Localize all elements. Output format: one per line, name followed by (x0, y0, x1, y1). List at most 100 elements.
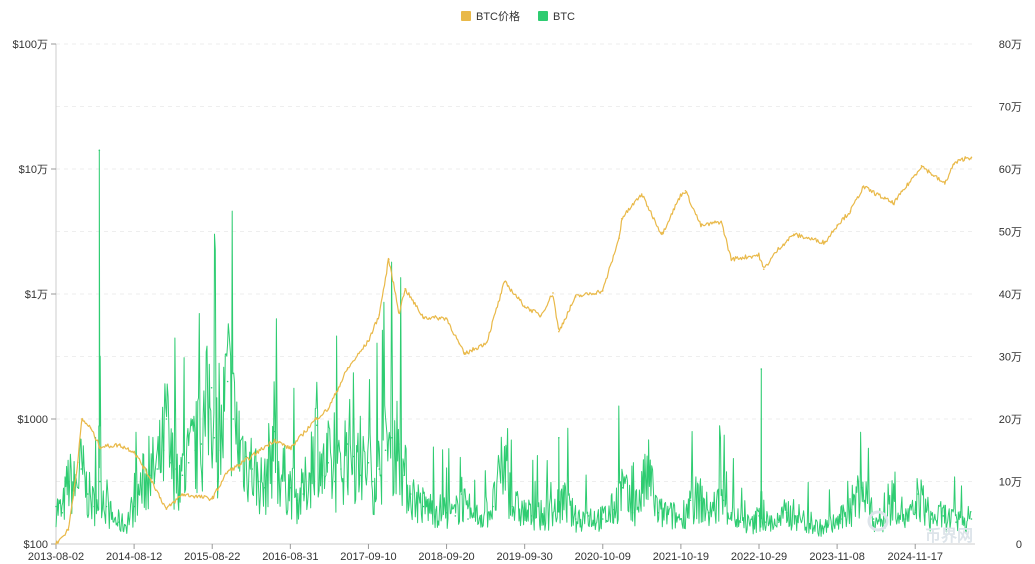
btc-volume-point (352, 455, 355, 458)
btc-volume-point (295, 499, 298, 502)
btc-volume-point (61, 511, 64, 514)
btc-price-point (762, 268, 765, 270)
legend-swatch (538, 11, 548, 21)
btc-volume-point (917, 493, 919, 495)
btc-volume-point (384, 449, 387, 452)
btc-price-point (849, 210, 852, 212)
btc-price-point (485, 341, 488, 344)
btc-volume-point (758, 515, 760, 517)
btc-volume-point (194, 449, 196, 452)
btc-volume-point (785, 511, 788, 514)
btc-volume-point (445, 511, 448, 514)
btc-volume-point (264, 486, 266, 489)
x-tick-label: 2024-11-17 (887, 551, 942, 563)
btc-price-point (824, 241, 826, 244)
btc-volume-point (849, 508, 852, 511)
legend-item-1[interactable]: BTC (538, 11, 575, 23)
btc-volume-point (213, 436, 216, 439)
x-tick-label: 2018-09-20 (418, 551, 474, 563)
btc-volume-point (955, 521, 957, 523)
btc-volume-point (511, 505, 513, 508)
btc-volume-point (613, 508, 615, 511)
btc-price-point (367, 340, 370, 342)
y-right-tick-label: 0 (1016, 539, 1022, 551)
btc-price-point (720, 220, 723, 223)
btc-volume-point (872, 518, 875, 520)
btc-volume-point (809, 524, 811, 527)
btc-volume-point (105, 505, 108, 508)
btc-volume-point (162, 449, 165, 452)
x-tick-label: 2016-08-31 (262, 551, 318, 563)
btc-price-point (618, 237, 621, 239)
btc-volume-point (98, 149, 101, 152)
btc-price-point (327, 408, 330, 410)
btc-volume-point (55, 505, 57, 508)
btc-volume-point (904, 518, 907, 520)
btc-volume-point (378, 468, 381, 470)
btc-price-point (964, 157, 966, 160)
btc-price-point (792, 233, 795, 236)
btc-volume-point (169, 461, 171, 464)
btc-volume-point (333, 480, 336, 483)
btc-price-point (620, 217, 623, 220)
btc-price-point (273, 439, 276, 441)
btc-volume-point (133, 505, 135, 508)
btc-price-point (346, 368, 349, 371)
btc-price-point (914, 173, 917, 176)
btc-price-point (81, 418, 83, 420)
btc-volume-point (80, 468, 83, 470)
btc-volume-point (970, 518, 973, 520)
x-tick-label: 2023-11-08 (809, 551, 864, 563)
btc-price-point (118, 444, 120, 446)
btc-price-point (388, 258, 390, 260)
btc-price-point (558, 330, 560, 333)
btc-volume-point (730, 511, 733, 514)
btc-price-point (398, 312, 401, 315)
y-right-tick-label: 50万 (999, 227, 1022, 239)
btc-volume-point (273, 430, 276, 433)
legend-item-0[interactable]: BTC价格 (461, 9, 520, 23)
btc-volume-point (409, 493, 412, 495)
x-tick-label: 2021-10-19 (653, 551, 709, 563)
btc-volume-point (187, 461, 190, 464)
btc-volume-point (841, 518, 843, 520)
btc-volume-point (99, 480, 101, 483)
btc-price-point (640, 193, 643, 195)
btc-price-point (226, 470, 229, 473)
btc-volume-point (671, 515, 673, 517)
btc-volume-point (479, 515, 482, 517)
x-tick-label: 2022-10-29 (731, 551, 787, 563)
btc-price-point (445, 317, 448, 320)
btc-volume-point (562, 499, 564, 502)
btc-volume-point (587, 515, 590, 517)
y-right-tick-label: 30万 (999, 352, 1022, 364)
btc-volume-point (836, 521, 838, 523)
btc-volume-point (372, 480, 374, 483)
btc-price-point (700, 225, 702, 227)
btc-price-point (777, 247, 780, 250)
y-right-tick-label: 40万 (999, 289, 1022, 301)
btc-volume-point (302, 493, 305, 495)
btc-price-point (289, 447, 292, 450)
btc-price-point (181, 493, 184, 496)
watermark: 币界网 (867, 510, 973, 545)
btc-price-point (238, 464, 241, 466)
btc-volume-point (143, 480, 146, 483)
btc-price-point (422, 316, 425, 319)
btc-volume-point (150, 474, 152, 477)
btc-price-point (503, 281, 506, 283)
btc-price-point (99, 445, 101, 448)
btc-volume-point (137, 493, 140, 495)
legend[interactable]: BTC价格 BTC (461, 9, 575, 23)
series-line-btc-price (55, 156, 972, 545)
btc-volume-point (680, 518, 682, 520)
btc-volume-point (467, 518, 469, 520)
btc-volume-point (530, 515, 533, 517)
btc-price-point (211, 497, 214, 500)
btc-volume-point (558, 436, 560, 439)
btc-volume-point (315, 424, 318, 427)
btc-volume-point (631, 511, 634, 514)
btc-price-point (684, 189, 687, 192)
x-tick-label: 2014-08-12 (106, 551, 162, 563)
